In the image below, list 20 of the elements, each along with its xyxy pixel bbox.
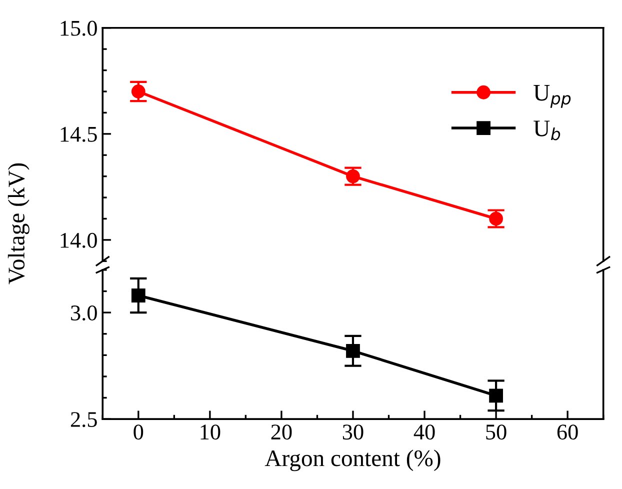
point bbox=[131, 288, 146, 302]
y-tick-label: 3.0 bbox=[71, 305, 97, 321]
y-axis-title: Voltage (kV) bbox=[8, 163, 30, 284]
y-tick-label: 15.0 bbox=[60, 20, 97, 36]
x-tick-label: 0 bbox=[134, 424, 144, 440]
x-tick-label: 60 bbox=[557, 424, 578, 440]
legend-label: U$_{pp}$ bbox=[534, 85, 571, 108]
x-tick-label: 50 bbox=[486, 424, 506, 440]
point bbox=[346, 344, 360, 358]
y-tick-label: 2.5 bbox=[70, 412, 97, 428]
y-tick-label: 14.5 bbox=[60, 126, 97, 142]
x-tick-label: 40 bbox=[414, 424, 435, 440]
x-tick-label: 10 bbox=[200, 424, 220, 440]
legend-label: U$_{b}$ bbox=[534, 120, 560, 140]
point bbox=[489, 388, 503, 403]
point bbox=[131, 84, 146, 98]
x-axis-title: Argon content (%) bbox=[264, 450, 440, 472]
y-tick-label: 14.0 bbox=[60, 232, 97, 248]
x-tick-label: 20 bbox=[271, 424, 292, 440]
x-tick-label: 30 bbox=[342, 424, 364, 440]
